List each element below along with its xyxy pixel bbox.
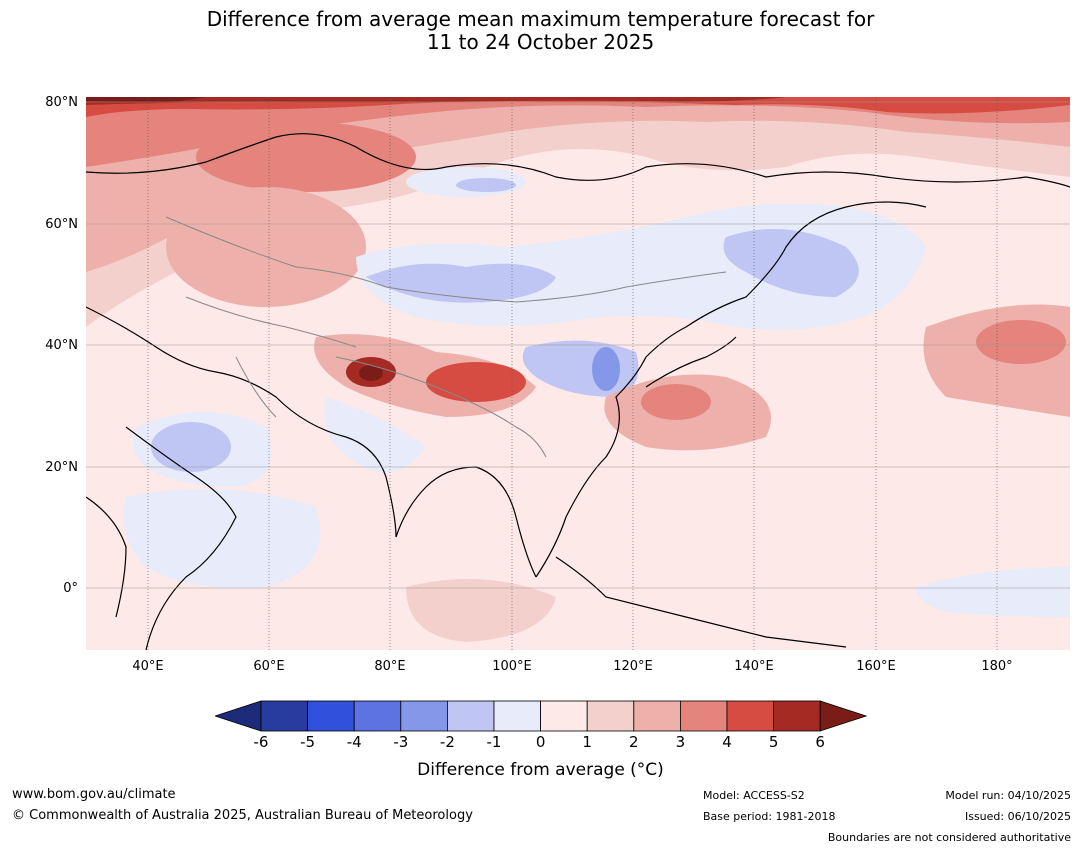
- boundaries-disclaimer: Boundaries are not considered authoritat…: [827, 831, 1071, 844]
- colorbar-tick-label: -4: [346, 733, 362, 751]
- colorbar-tick-label: 0: [535, 733, 546, 751]
- anomaly-region-arabian-sea-cool: [123, 489, 321, 588]
- colorbar-tick-label: 2: [629, 733, 639, 751]
- anomaly-region-pacific-warm-2: [976, 320, 1066, 364]
- anomaly-region-tibet-warm-2: [426, 362, 526, 402]
- anomaly-region-indian-ocean-warm: [406, 579, 556, 642]
- anomaly-region-north-band-5: [86, 97, 786, 105]
- colorbar-swatch: [260, 700, 308, 732]
- colorbar-swatch: [586, 700, 635, 732]
- colorbar: [215, 700, 867, 732]
- anomaly-region-india-cool: [326, 397, 426, 473]
- map-title: Difference from average mean maximum tem…: [0, 8, 1081, 54]
- colorbar-swatch: [353, 700, 402, 732]
- colorbar-swatch: [679, 700, 728, 732]
- anomaly-region-arctic-cool-2: [456, 178, 516, 192]
- anomaly-region-japan-warm-2: [641, 384, 711, 420]
- coastlines: [86, 133, 1070, 650]
- anomaly-region-russia-warm: [196, 122, 416, 192]
- lon-label-180: 180°: [981, 659, 1013, 674]
- base-period: Base period: 1981-2018: [703, 810, 836, 823]
- colorbar-swatch: [400, 700, 448, 732]
- lon-label-100e: 100°E: [492, 659, 532, 674]
- lon-label-40e: 40°E: [132, 659, 164, 674]
- anomaly-region-kazakh-warm: [166, 187, 366, 307]
- website-link[interactable]: www.bom.gov.au/climate: [12, 787, 176, 802]
- colorbar-tick-label: 6: [815, 733, 825, 751]
- colorbar-swatch: [307, 700, 355, 732]
- lat-label-80n: 80°N: [45, 95, 78, 110]
- graticule: [147, 97, 998, 650]
- copyright-text: © Commonwealth of Australia 2025, Austra…: [12, 808, 473, 823]
- colorbar-swatch: [726, 700, 774, 732]
- colorbar-tick-label: 5: [768, 733, 779, 751]
- lat-label-60n: 60°N: [45, 217, 78, 232]
- colorbar-tick-label: -5: [300, 733, 316, 751]
- anomaly-region-amur-cool: [723, 229, 859, 297]
- colorbar-swatch: [633, 700, 681, 732]
- anomaly-region-karakoram-warm-2: [359, 365, 383, 381]
- colorbar-tick-label: 3: [675, 733, 686, 751]
- latitude-lines: [86, 101, 1070, 589]
- lon-label-160e: 160°E: [856, 659, 896, 674]
- lat-label-40n: 40°N: [45, 338, 78, 353]
- anomaly-map: [86, 97, 1070, 650]
- colorbar-under-arrow: [215, 700, 262, 732]
- lon-label-60e: 60°E: [253, 659, 285, 674]
- colorbar-swatch: [446, 700, 495, 732]
- issued-date: Issued: 06/10/2025: [964, 810, 1071, 823]
- country-borders: [165, 216, 727, 458]
- colorbar-tick-label: 1: [582, 733, 592, 751]
- colorbar-tick-label: -3: [393, 733, 409, 751]
- colorbar-swatch: [773, 700, 821, 732]
- lon-label-140e: 140°E: [734, 659, 774, 674]
- model-run-date: Model run: 04/10/2025: [945, 789, 1071, 802]
- anomaly-region-arabia-cool-2: [151, 422, 231, 472]
- anomaly-region-siberia-cool-2: [366, 263, 556, 303]
- colorbar-swatch: [493, 700, 541, 732]
- lon-label-80e: 80°E: [374, 659, 406, 674]
- colorbar-tick-label: 4: [722, 733, 732, 751]
- anomaly-region-north-band-6: [86, 97, 206, 103]
- map-title-line1: Difference from average mean maximum tem…: [206, 7, 875, 31]
- colorbar-tick-label: -1: [486, 733, 502, 751]
- lat-label-0: 0°: [63, 581, 78, 596]
- lon-label-120e: 120°E: [613, 659, 653, 674]
- anomaly-region-equatorial-pacific-cool: [916, 567, 1070, 617]
- map-title-line2: 11 to 24 October 2025: [426, 30, 655, 54]
- anomaly-region-china-cool-2: [592, 347, 620, 391]
- colorbar-tick-label: -6: [253, 733, 269, 751]
- model-name: Model: ACCESS-S2: [703, 789, 805, 802]
- colorbar-swatch: [540, 700, 588, 732]
- colorbar-label: Difference from average (°C): [417, 760, 664, 780]
- colorbar-tick-label: -2: [439, 733, 455, 751]
- lat-label-20n: 20°N: [45, 460, 78, 475]
- anomaly-region-north-band-3: [86, 97, 1070, 167]
- colorbar-over-arrow: [819, 700, 867, 732]
